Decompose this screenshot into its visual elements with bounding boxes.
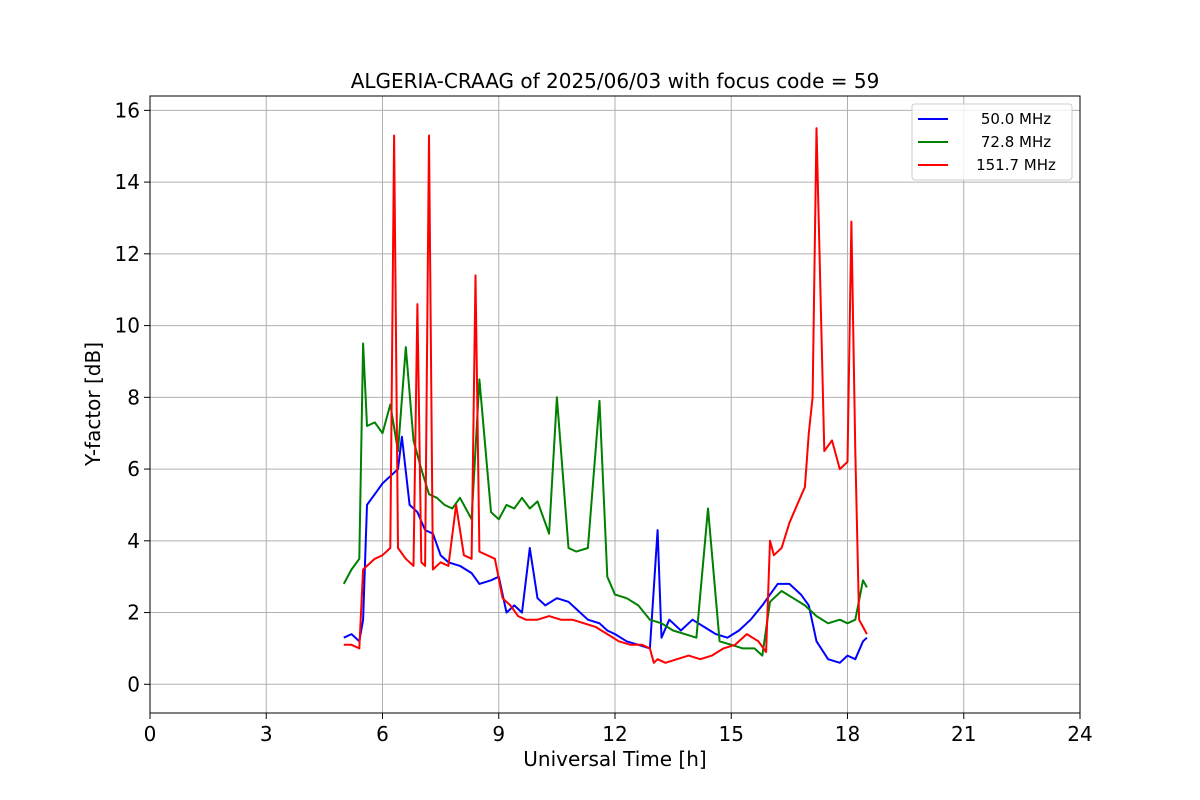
y-tick-label: 6 — [127, 457, 140, 481]
series-line-72-8-mhz — [342, 342, 868, 657]
x-tick-label: 15 — [719, 722, 744, 746]
chart-title: ALGERIA-CRAAG of 2025/06/03 with focus c… — [351, 69, 880, 93]
x-axis-ticks: 0 3 6 9 12 15 18 21 24 — [144, 713, 1093, 746]
series-lines — [342, 127, 868, 664]
y-tick-label: 0 — [127, 672, 140, 696]
x-tick-label: 9 — [492, 722, 505, 746]
series-line-50-0-mhz — [343, 435, 868, 664]
y-axis-label: Y-factor [dB] — [81, 342, 105, 467]
x-axis-label: Universal Time [h] — [523, 747, 706, 771]
x-tick-label: 0 — [144, 722, 157, 746]
legend-label: 72.8 MHz — [981, 133, 1051, 151]
grid-lines — [149, 96, 1081, 713]
legend-label: 151.7 MHz — [976, 156, 1056, 174]
y-tick-label: 10 — [115, 314, 140, 338]
series-line-151-7-mhz — [343, 127, 868, 664]
x-tick-label: 12 — [602, 722, 627, 746]
y-tick-label: 12 — [115, 242, 140, 266]
y-tick-label: 14 — [115, 170, 140, 194]
x-tick-label: 21 — [951, 722, 976, 746]
legend-box — [911, 103, 1073, 181]
x-tick-label: 6 — [376, 722, 389, 746]
y-tick-label: 2 — [127, 601, 140, 625]
y-tick-label: 8 — [127, 385, 140, 409]
legend-label: 50.0 MHz — [981, 110, 1051, 128]
legend: 50.0 MHz 72.8 MHz 151.7 MHz — [911, 103, 1073, 181]
y-axis-ticks: 0 2 4 6 8 10 12 14 16 — [115, 98, 150, 696]
y-tick-label: 16 — [115, 98, 140, 122]
x-tick-label: 24 — [1067, 722, 1092, 746]
x-tick-label: 18 — [835, 722, 860, 746]
y-tick-label: 4 — [127, 529, 140, 553]
x-tick-label: 3 — [260, 722, 273, 746]
